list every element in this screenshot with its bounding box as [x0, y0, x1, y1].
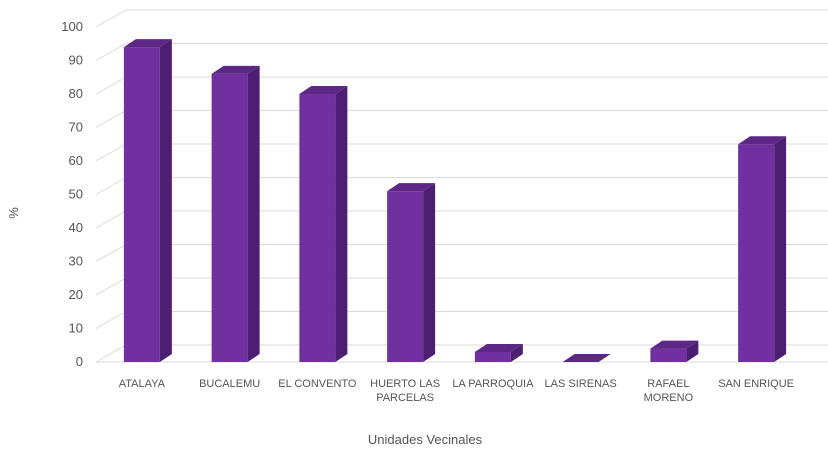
gridline-depth [95, 277, 127, 296]
bar-side [686, 340, 699, 362]
bar-top [387, 183, 436, 192]
bar-top [299, 86, 348, 94]
y-tick-label: 90 [69, 53, 83, 68]
y-tick-label: 0 [76, 354, 83, 369]
x-category-label: BUCALEMU [199, 378, 260, 390]
bar [738, 136, 787, 362]
y-tick-label: 10 [69, 321, 83, 336]
x-category-label-line: PARCELAS [376, 392, 434, 404]
x-axis-categories: ATALAYA BUCALEMU EL CONVENTO HUERTO LAS PARC… [119, 378, 794, 404]
bar-side [247, 65, 260, 363]
y-tick-label: 80 [69, 86, 83, 101]
gridline-depth [95, 9, 127, 28]
bar-front [299, 94, 336, 362]
bar-top [123, 39, 172, 48]
y-tick-label: 70 [69, 120, 83, 135]
gridline-depth [95, 210, 127, 229]
bar [123, 39, 172, 362]
x-category-label: RAFAEL MORENO [644, 378, 694, 404]
gridline-depth [95, 43, 127, 61]
bar-front [211, 73, 248, 363]
y-axis-title: % [6, 207, 21, 219]
gridline-depth [95, 177, 127, 195]
bar [299, 86, 348, 362]
gridline-depth [95, 143, 127, 162]
gridlines [95, 9, 828, 363]
y-tick-label: 20 [69, 287, 83, 302]
x-category-label-line: SAN ENRIQUE [718, 378, 794, 390]
y-axis-ticks: 0 10 20 30 40 50 60 70 80 90 100 [61, 19, 83, 369]
y-tick-label: 100 [61, 19, 83, 34]
x-category-label: LA PARROQUIA [452, 378, 534, 390]
bar-top [738, 136, 787, 145]
y-tick-label: 50 [69, 187, 83, 202]
gridline-depth [95, 110, 127, 128]
x-category-label-line: EL CONVENTO [278, 378, 357, 390]
x-category-label: LAS SIRENAS [545, 378, 617, 390]
bar-front [650, 348, 687, 362]
y-tick-label: 60 [69, 153, 83, 168]
bar-front [123, 47, 160, 362]
bar [562, 354, 611, 362]
y-tick-label: 40 [69, 220, 83, 235]
bar-side [423, 183, 436, 362]
bar-side [774, 136, 787, 362]
gridline-depth [95, 244, 127, 262]
bars [123, 39, 787, 363]
x-axis-title: Unidades Vecinales [368, 432, 483, 447]
bar [650, 340, 699, 362]
x-category-label-line: MORENO [644, 392, 694, 404]
x-category-label: HUERTO LAS PARCELAS [370, 378, 440, 404]
gridline-depth [95, 344, 127, 363]
bar-front [387, 191, 424, 362]
x-category-label-line: HUERTO LAS [370, 378, 440, 390]
gridline-depth [95, 76, 127, 95]
bar-top [650, 340, 699, 349]
x-category-label: ATALAYA [119, 378, 166, 390]
bar-front [474, 351, 511, 362]
x-category-label-line: LA PARROQUIA [452, 378, 534, 390]
bar-side [510, 343, 523, 362]
x-category-label: EL CONVENTO [278, 378, 357, 390]
y-tick-label: 30 [69, 254, 83, 269]
bar [211, 65, 260, 363]
bar-side [159, 39, 172, 362]
bar-side [335, 86, 348, 362]
x-category-label-line: ATALAYA [119, 378, 166, 390]
x-category-label: SAN ENRIQUE [718, 378, 794, 390]
x-category-label-line: RAFAEL [647, 378, 689, 390]
bar [387, 183, 436, 362]
x-category-label-line: LAS SIRENAS [545, 378, 617, 390]
x-category-label-line: BUCALEMU [199, 378, 260, 390]
bar [474, 343, 523, 362]
bar-top [211, 65, 260, 74]
bar-top [474, 343, 523, 352]
bar-top [562, 354, 611, 362]
bar-front [738, 144, 775, 362]
gridline-depth [95, 311, 127, 329]
